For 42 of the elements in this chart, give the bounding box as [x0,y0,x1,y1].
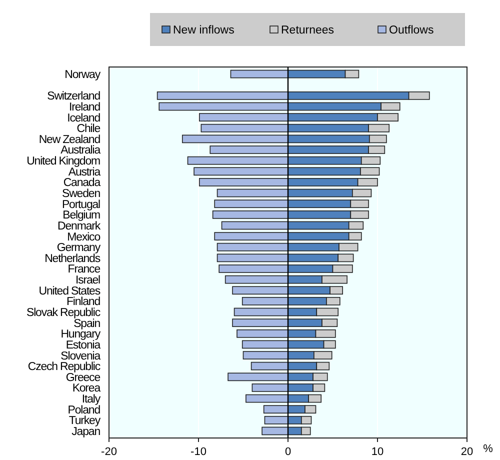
y-tick-label: Chile [76,123,100,136]
x-tick-label: 10 [371,446,384,458]
y-tick-label: Korea [72,382,102,395]
y-tick-label: New Zealand [38,134,100,146]
x-axis-title: % [483,443,494,455]
x-tick-label: -20 [101,446,117,458]
y-tick-label: Turkey [68,415,101,428]
y-tick-label: Australia [60,144,102,157]
y-tick-label: France [68,264,100,276]
y-tick-label: Estonia [66,339,102,352]
y-tick-label: Italy [82,394,101,406]
y-tick-label: Poland [68,404,100,416]
y-tick-label: Sweden [62,188,100,200]
y-tick-label: United States [38,285,101,298]
y-tick-label: Slovak Republic [26,306,101,319]
y-tick-label: Denmark [58,220,101,232]
y-tick-label: Germany [56,242,101,254]
y-tick-label: United Kingdom [26,156,100,168]
y-tick-label: Slovenia [60,350,102,362]
legend-label: Outflows [389,24,434,36]
y-tick-label: Canada [63,177,102,190]
y-tick-label: Ireland [69,101,100,114]
y-tick-label: Mexico [67,231,100,244]
y-tick-label: Finland [66,296,100,308]
y-tick-label: Norway [64,69,101,82]
y-tick-label: Czech Republic [28,361,101,374]
y-tick-label: Switzerland [47,90,100,103]
x-tick-label: 0 [284,446,292,458]
y-tick-label: Greece [66,372,100,384]
y-tick-label: Iceland [67,112,100,124]
y-tick-label: Portugal [62,198,100,211]
y-tick-label: Austria [68,166,102,178]
x-tick-label: 20 [460,446,474,458]
legend-label: Returnees [281,24,334,36]
y-tick-label: Hungary [60,328,101,341]
y-tick-label: Japan [72,426,100,438]
legend-label: New inflows [173,24,235,36]
x-tick-label: -10 [190,446,206,458]
y-tick-label: Israel [75,274,100,287]
y-tick-label: Netherlands [44,252,101,265]
y-tick-label: Belgium [62,210,100,222]
y-tick-label: Spain [74,318,100,330]
